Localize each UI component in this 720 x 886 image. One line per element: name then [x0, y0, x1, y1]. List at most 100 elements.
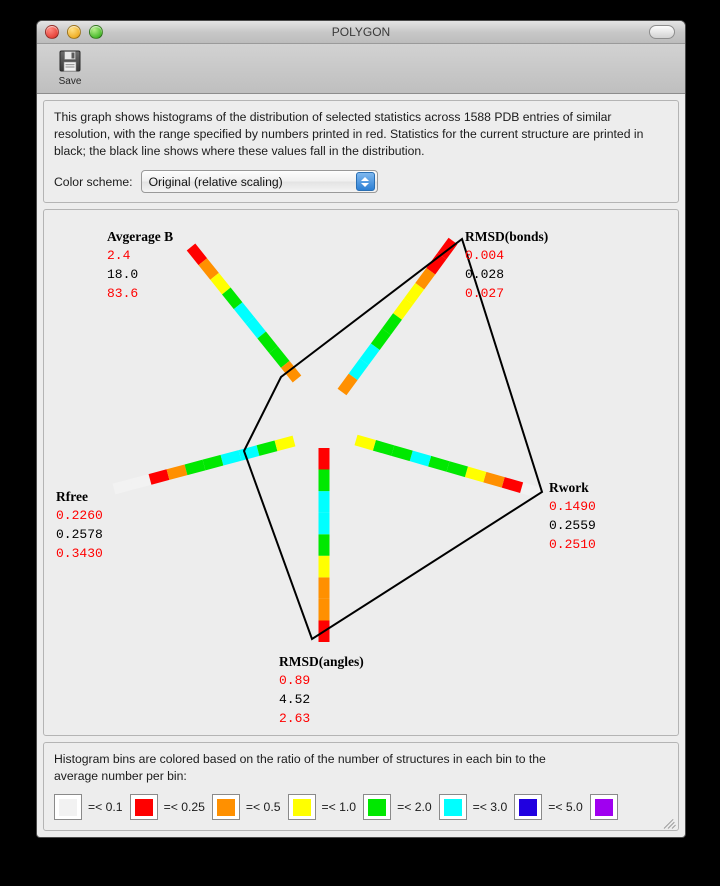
- axis-min-rwork: 0.1490: [549, 499, 596, 514]
- legend-description: Histogram bins are colored based on the …: [54, 751, 668, 785]
- histogram-bin: [520, 482, 542, 499]
- histogram-bin: [428, 455, 450, 472]
- histogram-bin: [446, 461, 468, 478]
- axis-value-avgerage-b: 18.0: [107, 267, 139, 282]
- legend-swatch-color: [368, 798, 387, 816]
- histogram-bin: [318, 534, 330, 556]
- axis-value-rmsd-bonds: 0.028: [465, 267, 505, 282]
- histogram-bin: [348, 358, 369, 381]
- axis-min-rfree: 0.2260: [56, 508, 103, 523]
- axis-title-rmsd-angles: RMSD(angles): [279, 654, 364, 669]
- toolbar-toggle-button[interactable]: [649, 25, 675, 39]
- histogram-axis-avgerage-b: [186, 243, 302, 383]
- histogram-bin: [233, 302, 255, 324]
- legend-swatch-list: =< 0.1 =< 0.25 =< 0.5 =< 1.0 =< 2.0 =< 3.0 =< …: [54, 794, 668, 820]
- histogram-bin: [404, 283, 425, 305]
- histogram-bin: [148, 469, 170, 485]
- color-scheme-selected-value: Original (relative scaling): [148, 174, 283, 189]
- legend-swatch-color: [594, 798, 613, 816]
- save-button-label: Save: [58, 76, 82, 87]
- histogram-bin: [393, 298, 414, 320]
- close-button[interactable]: [45, 25, 59, 39]
- histogram-bin: [186, 243, 208, 266]
- legend-swatch-label: =< 3.0: [472, 800, 508, 814]
- histogram-bin: [318, 577, 330, 599]
- axis-max-rmsd-angles: 2.63: [279, 711, 311, 726]
- axis-min-avgerage-b: 2.4: [107, 248, 131, 263]
- axis-min-rmsd-angles: 0.89: [279, 673, 311, 688]
- legend-swatch: [363, 794, 392, 820]
- legend-swatch-color: [59, 798, 77, 816]
- chevron-up-icon: [361, 176, 370, 181]
- histogram-bin: [483, 471, 505, 488]
- legend-swatch-label: =< 0.5: [245, 800, 281, 814]
- histogram-bin: [370, 328, 391, 350]
- legend-swatch: [54, 794, 82, 820]
- color-scheme-select[interactable]: Original (relative scaling): [140, 170, 378, 193]
- histogram-bin: [130, 474, 152, 490]
- axis-value-rfree: 0.2578: [56, 527, 103, 542]
- legend-swatch-color: [519, 798, 538, 816]
- histogram-bin: [222, 287, 243, 310]
- legend-panel: Histogram bins are colored based on the …: [43, 742, 679, 831]
- zoom-button[interactable]: [89, 25, 103, 39]
- legend-swatch: [211, 794, 240, 820]
- axis-value-rmsd-angles: 4.52: [279, 692, 311, 707]
- legend-description-line2: average number per bin:: [54, 769, 187, 783]
- minimize-button[interactable]: [67, 25, 81, 39]
- histogram-axis-rfree: [112, 435, 296, 495]
- histogram-bin: [166, 464, 188, 480]
- histogram-bin: [318, 512, 330, 535]
- histogram-bin: [274, 435, 296, 452]
- window-controls: [37, 25, 103, 39]
- histogram-bin: [210, 272, 231, 295]
- histogram-bin: [318, 598, 330, 621]
- histogram-bin: [238, 445, 260, 461]
- legend-swatch: [287, 794, 316, 820]
- save-button[interactable]: Save: [47, 47, 93, 87]
- histogram-bin: [337, 373, 358, 396]
- axis-value-rwork: 0.2559: [549, 518, 596, 533]
- histogram-axis-rmsd-angles-: [318, 448, 330, 642]
- legend-swatch-label: =< 0.1: [88, 800, 123, 814]
- window-toolbar: Save: [37, 44, 685, 94]
- histogram-bin: [354, 434, 376, 451]
- legend-swatch-label: =< 5.0: [548, 800, 583, 814]
- legend-swatch: [438, 794, 467, 820]
- description-panel: This graph shows histograms of the distr…: [43, 100, 679, 203]
- legend-swatch-color: [134, 798, 153, 816]
- stepper-up-down-icon[interactable]: [355, 172, 375, 191]
- histogram-bin: [202, 454, 224, 471]
- histogram-bin: [372, 440, 395, 456]
- histogram-bin: [198, 258, 219, 280]
- histogram-bin: [318, 448, 330, 470]
- legend-swatch: [589, 794, 618, 820]
- legend-swatch-color: [216, 798, 235, 816]
- histogram-bin: [318, 555, 330, 578]
- histogram-bin: [245, 316, 266, 339]
- color-scheme-row: Color scheme: Original (relative scaling…: [54, 170, 668, 193]
- legend-swatch-color: [292, 798, 311, 816]
- histogram-bin: [464, 466, 487, 483]
- window-resize-grip[interactable]: [663, 816, 677, 829]
- axis-max-rfree: 0.3430: [56, 546, 103, 561]
- axis-max-rmsd-bonds: 0.027: [465, 286, 505, 301]
- polygon-graph-panel: Avgerage B 2.4 18.0 83.6 RMSD(bonds) 0.004 0.0…: [43, 209, 679, 736]
- histogram-bin: [391, 445, 413, 462]
- histogram-bin: [501, 477, 524, 493]
- axis-title-avgerage-b: Avgerage B: [107, 229, 174, 244]
- legend-swatch-color: [443, 798, 462, 816]
- window-titlebar: POLYGON: [37, 21, 685, 44]
- histogram-bin: [257, 331, 278, 354]
- histogram-bin: [409, 450, 432, 467]
- chevron-down-icon: [361, 182, 370, 187]
- legend-swatch-label: =< 0.25: [163, 800, 205, 814]
- histogram-bin: [359, 343, 380, 366]
- axis-title-rwork: Rwork: [549, 480, 589, 495]
- histogram-bin: [256, 440, 278, 456]
- polygon-radar-chart: [112, 237, 544, 642]
- floppy-disk-save-icon: [59, 50, 81, 72]
- histogram-bin: [269, 346, 290, 368]
- polygon-window: POLYGON Save This graph shows hist: [36, 20, 686, 838]
- histogram-bin: [112, 478, 134, 495]
